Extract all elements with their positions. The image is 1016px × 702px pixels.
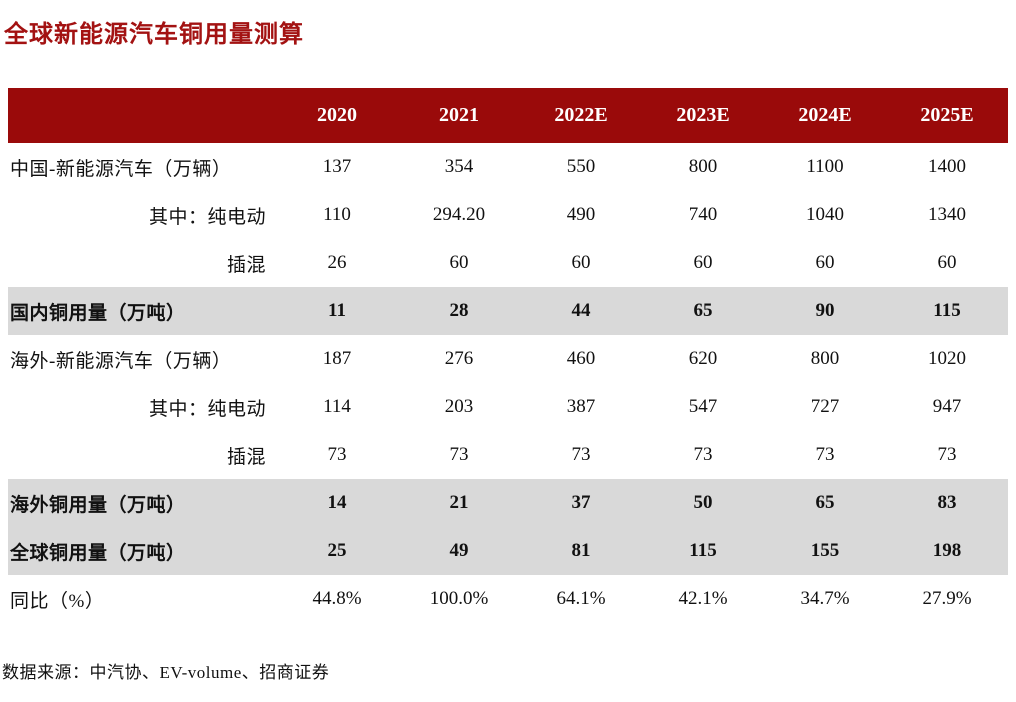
row-label: 其中：纯电动 — [148, 398, 266, 420]
value-cell: 1400 — [928, 156, 966, 177]
value-cell: 276 — [444, 348, 474, 369]
value-cell: 42.1% — [678, 588, 728, 609]
value-cell: 73 — [937, 444, 957, 465]
value-cell: 73 — [327, 444, 347, 465]
value-cell: 26 — [327, 252, 347, 273]
value-cell: 620 — [688, 348, 718, 369]
data-source-note: 数据来源：中汽协、EV-volume、招商证券 — [2, 663, 330, 682]
value-cell: 137 — [322, 156, 352, 177]
table-header-row: 2020 2021 2022E 2023E 2024E 2025E — [8, 88, 1008, 143]
table-row: 海外-新能源汽车（万辆） 187 276 460 620 800 1020 — [8, 335, 1008, 383]
value-cell: 460 — [566, 348, 596, 369]
value-cell: 64.1% — [556, 588, 606, 609]
row-label: 海外铜用量（万吨） — [8, 479, 276, 527]
value-cell: 1100 — [806, 156, 844, 177]
header-year-2020: 2020 — [276, 88, 398, 143]
value-cell: 1020 — [928, 348, 966, 369]
value-cell: 44 — [520, 287, 642, 335]
table-row: 插混 73 73 73 73 73 73 — [8, 431, 1008, 479]
value-cell: 115 — [886, 287, 1008, 335]
value-cell: 187 — [322, 348, 352, 369]
value-cell: 49 — [398, 527, 520, 575]
value-cell: 37 — [520, 479, 642, 527]
header-year-2025e: 2025E — [886, 88, 1008, 143]
row-label: 全球铜用量（万吨） — [8, 527, 276, 575]
value-cell: 44.8% — [312, 588, 362, 609]
value-cell: 110 — [323, 204, 351, 225]
value-cell: 1040 — [806, 204, 844, 225]
value-cell: 1340 — [928, 204, 966, 225]
value-cell: 25 — [276, 527, 398, 575]
value-cell: 28 — [398, 287, 520, 335]
value-cell: 203 — [444, 396, 474, 417]
value-cell: 73 — [571, 444, 591, 465]
value-cell: 198 — [886, 527, 1008, 575]
row-label: 同比（%） — [10, 590, 105, 612]
table-row: 中国-新能源汽车（万辆） 137 354 550 800 1100 1400 — [8, 143, 1008, 191]
row-label: 海外-新能源汽车（万辆） — [10, 350, 232, 372]
table-row: 全球铜用量（万吨） 25 49 81 115 155 198 — [8, 527, 1008, 575]
value-cell: 65 — [764, 479, 886, 527]
table-row: 国内铜用量（万吨） 11 28 44 65 90 115 — [8, 287, 1008, 335]
value-cell: 21 — [398, 479, 520, 527]
row-label: 中国-新能源汽车（万辆） — [10, 158, 232, 180]
value-cell: 155 — [764, 527, 886, 575]
value-cell: 115 — [642, 527, 764, 575]
value-cell: 14 — [276, 479, 398, 527]
value-cell: 65 — [642, 287, 764, 335]
row-label: 插混 — [226, 254, 266, 276]
table-row: 插混 26 60 60 60 60 60 — [8, 239, 1008, 287]
header-year-2024e: 2024E — [764, 88, 886, 143]
value-cell: 800 — [688, 156, 718, 177]
header-year-2021: 2021 — [398, 88, 520, 143]
figure-title: 全球新能源汽车铜用量测算 — [4, 22, 304, 48]
value-cell: 60 — [449, 252, 469, 273]
value-cell: 90 — [764, 287, 886, 335]
header-corner-cell — [8, 88, 276, 143]
value-cell: 354 — [444, 156, 474, 177]
table-row: 其中：纯电动 114 203 387 547 727 947 — [8, 383, 1008, 431]
table-row: 海外铜用量（万吨） 14 21 37 50 65 83 — [8, 479, 1008, 527]
row-label: 其中：纯电动 — [148, 206, 266, 228]
value-cell: 81 — [520, 527, 642, 575]
value-cell: 800 — [810, 348, 840, 369]
value-cell: 73 — [815, 444, 835, 465]
value-cell: 550 — [566, 156, 596, 177]
row-label: 国内铜用量（万吨） — [8, 287, 276, 335]
value-cell: 60 — [815, 252, 835, 273]
value-cell: 83 — [886, 479, 1008, 527]
value-cell: 387 — [566, 396, 596, 417]
value-cell: 547 — [688, 396, 718, 417]
value-cell: 740 — [688, 204, 718, 225]
value-cell: 60 — [571, 252, 591, 273]
header-year-2022e: 2022E — [520, 88, 642, 143]
value-cell: 73 — [449, 444, 469, 465]
value-cell: 114 — [323, 396, 351, 417]
copper-usage-table: 2020 2021 2022E 2023E 2024E 2025E 中国-新能源… — [8, 88, 1008, 623]
value-cell: 100.0% — [429, 588, 489, 609]
header-year-2023e: 2023E — [642, 88, 764, 143]
table-row: 其中：纯电动 110 294.20 490 740 1040 1340 — [8, 191, 1008, 239]
table-body: 中国-新能源汽车（万辆） 137 354 550 800 1100 1400 其中：纯电动 11… — [8, 143, 1008, 623]
value-cell: 60 — [693, 252, 713, 273]
value-cell: 27.9% — [922, 588, 972, 609]
value-cell: 11 — [276, 287, 398, 335]
table-row: 同比（%） 44.8% 100.0% 64.1% 42.1% 34.7% 27.9% — [8, 575, 1008, 623]
value-cell: 947 — [932, 396, 962, 417]
value-cell: 73 — [693, 444, 713, 465]
row-label: 插混 — [226, 446, 266, 468]
value-cell: 727 — [810, 396, 840, 417]
value-cell: 34.7% — [800, 588, 850, 609]
value-cell: 50 — [642, 479, 764, 527]
value-cell: 60 — [937, 252, 957, 273]
value-cell: 490 — [566, 204, 596, 225]
value-cell: 294.20 — [432, 204, 486, 225]
